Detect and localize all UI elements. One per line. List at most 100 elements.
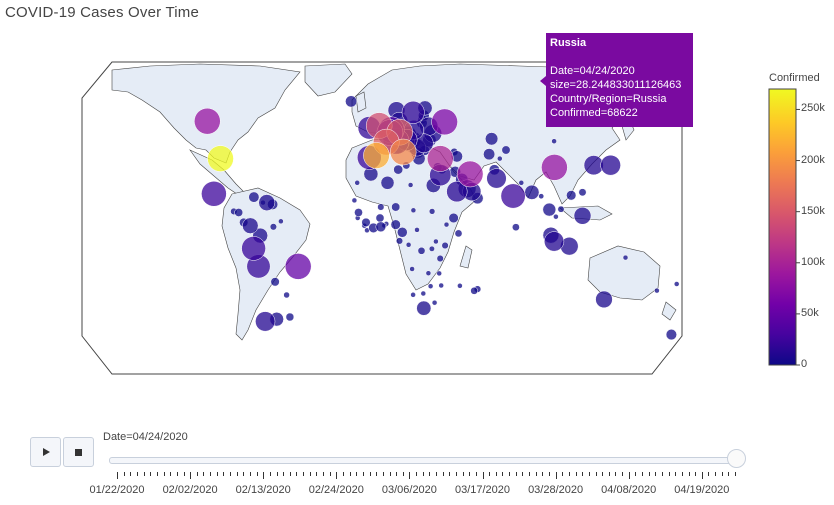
data-point[interactable] <box>284 253 312 280</box>
data-point[interactable] <box>241 236 266 261</box>
data-point[interactable] <box>428 208 436 215</box>
data-point[interactable] <box>456 160 484 188</box>
data-point[interactable] <box>544 231 565 252</box>
data-point[interactable] <box>389 138 417 166</box>
data-point[interactable] <box>566 190 577 201</box>
data-point[interactable] <box>270 277 280 287</box>
data-point[interactable] <box>446 181 468 203</box>
data-point[interactable] <box>207 145 234 172</box>
data-point[interactable] <box>234 208 244 217</box>
date-slider-track[interactable] <box>109 457 742 464</box>
data-point[interactable] <box>538 193 545 200</box>
data-point[interactable] <box>420 290 427 297</box>
data-point[interactable] <box>485 132 499 146</box>
data-point[interactable] <box>427 283 434 289</box>
data-point[interactable] <box>391 202 401 212</box>
data-point[interactable] <box>500 183 526 209</box>
data-point[interactable] <box>497 155 503 162</box>
data-point[interactable] <box>361 217 371 227</box>
colorbar-tick-marks <box>796 108 800 366</box>
data-point[interactable] <box>194 107 221 135</box>
slider-minor-tick <box>509 472 511 476</box>
scatter-points[interactable] <box>194 95 680 341</box>
data-point[interactable] <box>407 182 414 188</box>
colorbar-tick-label: 100k <box>801 255 825 268</box>
play-button[interactable] <box>30 437 61 467</box>
tooltip-line-country: Country/Region=Russia <box>550 93 667 105</box>
data-point[interactable] <box>428 245 435 252</box>
data-point[interactable] <box>541 154 568 181</box>
data-point[interactable] <box>622 254 629 261</box>
data-point[interactable] <box>242 217 259 234</box>
data-point[interactable] <box>443 221 450 228</box>
data-point[interactable] <box>380 175 395 190</box>
data-point[interactable] <box>417 246 426 255</box>
data-point[interactable] <box>363 142 390 169</box>
data-point[interactable] <box>486 168 507 189</box>
data-point[interactable] <box>431 108 458 136</box>
data-point[interactable] <box>431 299 438 306</box>
data-point[interactable] <box>375 221 387 233</box>
data-point[interactable] <box>553 213 559 220</box>
data-point[interactable] <box>405 242 412 248</box>
data-point[interactable] <box>425 270 432 276</box>
data-point[interactable] <box>654 287 660 294</box>
data-point[interactable] <box>283 291 290 299</box>
data-point[interactable] <box>441 241 449 250</box>
data-point[interactable] <box>512 223 520 232</box>
data-point[interactable] <box>557 205 565 213</box>
slider-minor-tick <box>708 472 710 476</box>
data-point[interactable] <box>255 311 276 332</box>
slider-current-value: Date=04/24/2020 <box>103 431 188 443</box>
data-point[interactable] <box>278 218 284 225</box>
data-point[interactable] <box>673 281 680 287</box>
data-point[interactable] <box>454 229 463 238</box>
data-point[interactable] <box>518 180 525 186</box>
data-point[interactable] <box>351 197 358 204</box>
data-point[interactable] <box>354 208 363 217</box>
data-point[interactable] <box>595 290 613 309</box>
data-point[interactable] <box>248 191 260 203</box>
data-point[interactable] <box>578 188 587 197</box>
stop-button[interactable] <box>63 437 94 467</box>
data-point[interactable] <box>600 154 621 176</box>
data-point[interactable] <box>457 283 463 289</box>
data-point[interactable] <box>433 238 439 245</box>
data-point[interactable] <box>201 181 227 207</box>
data-point[interactable] <box>436 270 442 277</box>
data-point[interactable] <box>438 282 444 289</box>
data-point[interactable] <box>393 164 404 175</box>
data-point[interactable] <box>410 292 416 298</box>
data-point[interactable] <box>436 254 444 263</box>
colorbar-tick-label: 0 <box>801 358 808 370</box>
data-point[interactable] <box>414 227 420 233</box>
data-point[interactable] <box>551 138 557 144</box>
data-point[interactable] <box>501 145 511 155</box>
data-point[interactable] <box>665 329 677 341</box>
data-point[interactable] <box>285 312 295 322</box>
data-point[interactable] <box>542 202 557 217</box>
data-point[interactable] <box>483 148 496 161</box>
data-point[interactable] <box>375 213 385 223</box>
data-point[interactable] <box>390 219 401 230</box>
data-point[interactable] <box>448 212 459 224</box>
data-point[interactable] <box>470 286 479 295</box>
data-point[interactable] <box>573 207 592 225</box>
data-point[interactable] <box>397 227 408 238</box>
data-point[interactable] <box>401 100 425 124</box>
data-point[interactable] <box>416 300 432 316</box>
slider-minor-tick <box>389 472 391 476</box>
data-point[interactable] <box>258 194 276 211</box>
colorbar-title: Confirmed <box>769 72 820 84</box>
data-point[interactable] <box>410 207 417 214</box>
data-point[interactable] <box>269 223 277 231</box>
data-point[interactable] <box>427 145 454 172</box>
data-point[interactable] <box>395 237 404 245</box>
date-slider-handle[interactable] <box>727 449 746 468</box>
data-point[interactable] <box>377 203 385 211</box>
data-point[interactable] <box>345 95 358 108</box>
data-point[interactable] <box>354 180 360 186</box>
data-point[interactable] <box>409 266 415 272</box>
data-point[interactable] <box>524 184 540 200</box>
